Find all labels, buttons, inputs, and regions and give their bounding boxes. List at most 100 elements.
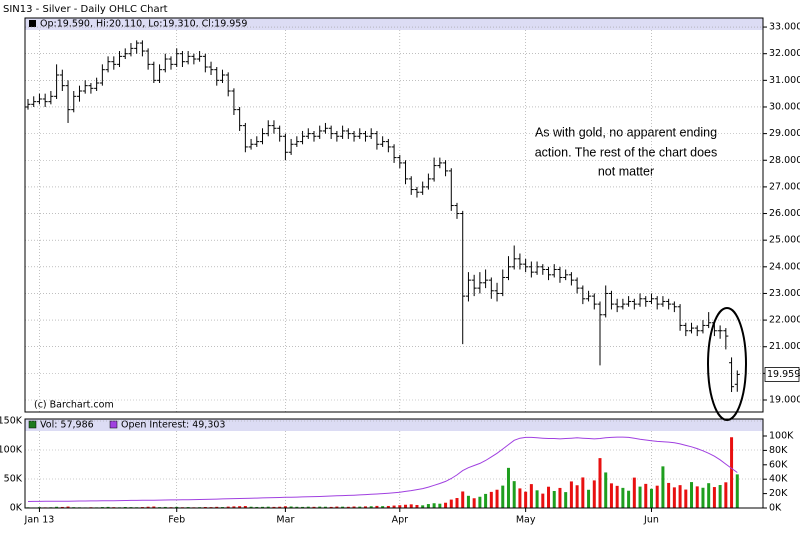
volume-bar	[66, 506, 70, 508]
volume-bar	[289, 506, 293, 508]
volume-bar	[301, 506, 305, 508]
plot-frame	[24, 17, 764, 413]
plot-layer: 19.00020.00021.00022.00023.00024.00025.0…	[0, 22, 800, 526]
y2-tick-label: 80K	[769, 445, 788, 456]
legend-entry: Vol: 57,986	[40, 420, 94, 431]
open-interest-line	[27, 436, 738, 502]
source: (c) Barchart.com	[34, 400, 114, 411]
volume-bar	[478, 496, 482, 508]
y-tick-label: 150K	[0, 416, 23, 427]
y-tick-label: 100K	[0, 445, 23, 456]
volume-bar	[266, 506, 270, 508]
volume-bar	[575, 485, 579, 508]
y2-tick-label: 20K	[769, 488, 788, 499]
volume-bar	[472, 498, 476, 508]
volume-bar	[323, 506, 327, 508]
volume-bar	[524, 491, 528, 508]
legend-band	[25, 419, 763, 431]
volume-bar	[461, 491, 465, 508]
y-tick-label: 32.000	[769, 48, 800, 59]
volume-bar	[466, 495, 470, 508]
volume-bar	[552, 491, 556, 508]
volume-bar	[558, 487, 562, 508]
volume-bar	[438, 503, 442, 508]
y-tick-label: 22.000	[769, 315, 800, 326]
volume-bar	[632, 477, 636, 508]
volume-bar	[627, 490, 631, 508]
volume-bar	[238, 506, 242, 508]
volume-bar	[701, 487, 705, 508]
volume-bar	[609, 483, 613, 508]
volume-bar	[667, 482, 671, 508]
x-tick-label: Apr	[392, 515, 409, 526]
legend-band	[25, 18, 763, 30]
volume-bar	[146, 506, 150, 508]
x-tick-label: Mar	[276, 515, 294, 526]
volume-bar	[249, 506, 253, 508]
volume-bar	[621, 487, 625, 508]
annotation: action. The rest of the chart does	[535, 145, 718, 159]
volume-bar	[735, 474, 739, 508]
volume-bar	[489, 491, 493, 508]
y-tick-label: 33.000	[769, 22, 800, 33]
volume-bar	[695, 486, 699, 508]
y2-tick-label: 40K	[769, 474, 788, 485]
volume-bar	[512, 481, 516, 508]
x-tick-label: Feb	[168, 515, 185, 526]
volume-bar	[404, 504, 408, 508]
volume-bar	[655, 485, 659, 508]
chart-title: SIN13 - Silver - Daily OHLC Chart	[3, 4, 168, 15]
legend-icon	[109, 420, 118, 429]
y-tick-label: 26.000	[769, 208, 800, 219]
volume-bar	[432, 503, 436, 508]
volume-bar	[581, 477, 585, 508]
y-tick-label: 21.000	[769, 341, 800, 352]
volume-bar	[409, 504, 413, 508]
y-tick-label: 29.000	[769, 128, 800, 139]
volume-bar	[163, 506, 167, 508]
volume-bar	[444, 502, 448, 508]
y-tick-label: 50K	[4, 474, 23, 485]
volume-bar	[278, 506, 282, 508]
volume-bar	[243, 506, 247, 508]
annotation: As with gold, no apparent ending	[535, 125, 717, 139]
volume-bar	[535, 490, 539, 508]
volume-bar	[564, 492, 568, 508]
volume-bar	[421, 505, 425, 508]
volume-bar	[684, 489, 688, 508]
volume-bar	[358, 506, 362, 508]
volume-bar	[232, 506, 236, 508]
volume-bar	[672, 487, 676, 508]
y-tick-label: 0K	[10, 503, 23, 514]
volume-bar	[690, 482, 694, 508]
volume-bar	[352, 506, 356, 508]
volume-bar	[306, 506, 310, 508]
y-tick-label: 19.000	[769, 395, 800, 406]
volume-bar	[295, 506, 299, 508]
last-price-box	[764, 367, 800, 382]
x-tick-label: Jun	[643, 515, 659, 526]
legend-icon	[28, 420, 37, 429]
volume-bar	[569, 481, 573, 508]
volume-bar	[226, 506, 230, 508]
volume-bar	[707, 483, 711, 508]
y2-tick-label: 60K	[769, 459, 788, 470]
volume-bar	[730, 437, 734, 508]
volume-bar	[518, 488, 522, 508]
volume-bar	[455, 498, 459, 508]
volume-bar	[495, 489, 499, 508]
volume-bar	[255, 506, 259, 508]
volume-bar	[346, 506, 350, 508]
volume-bar	[392, 505, 396, 508]
volume-bar	[598, 458, 602, 508]
volume-bar	[638, 486, 642, 508]
highlight-ellipse	[707, 307, 747, 421]
last-price-label: 19.959	[767, 369, 800, 380]
volume-bar	[604, 472, 608, 508]
legend-icon	[29, 20, 36, 27]
volume-bar	[415, 504, 419, 508]
y-tick-label: 23.000	[769, 288, 800, 299]
volume-bar	[335, 506, 339, 508]
volume-bar	[272, 506, 276, 508]
